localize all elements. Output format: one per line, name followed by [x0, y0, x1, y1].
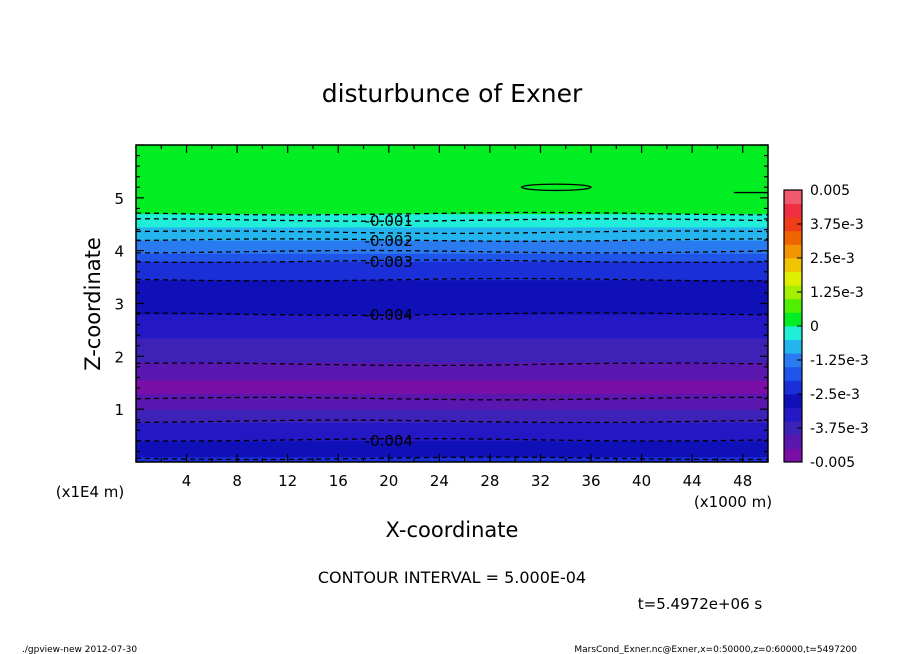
colorbar-segment	[784, 312, 802, 327]
contour-line	[135, 238, 768, 242]
colorbar-segment	[784, 271, 802, 286]
y-tick-label: 5	[114, 190, 124, 208]
contour-band	[136, 422, 768, 442]
contour-line	[135, 312, 769, 316]
contour-line	[136, 249, 769, 254]
colorbar-segment	[784, 366, 802, 381]
colorbar-segment	[784, 217, 802, 232]
x-tick-label: 48	[733, 472, 752, 490]
colorbar-segment	[784, 285, 802, 300]
colorbar-tick-label: -0.005	[810, 455, 855, 471]
contour-interval-text: CONTOUR INTERVAL = 5.000E-04	[318, 568, 586, 587]
y-axis-unit-label: (x1E4 m)	[56, 483, 125, 501]
colorbar-segment	[784, 421, 802, 436]
colorbar-tick-label: 2.5e-3	[810, 251, 855, 267]
colorbar-segment	[784, 353, 802, 368]
contour-lines: -0.004 -0.004 -0.003 -0.002 -0.001	[135, 183, 769, 461]
y-axis-label: Z-coordinate	[81, 237, 105, 371]
colorbar-segment	[784, 230, 802, 245]
x-tick-label: 20	[379, 472, 398, 490]
colorbar-segment	[784, 203, 802, 218]
colorbar-segment	[784, 258, 802, 272]
x-tick-label: 8	[232, 472, 242, 490]
contour-band	[136, 279, 768, 315]
contour-line	[136, 218, 769, 222]
contour-label: -0.001	[365, 212, 413, 230]
colorbar-tick-label: 1.25e-3	[810, 285, 864, 301]
contour-band	[136, 409, 768, 423]
contour-line	[135, 419, 769, 424]
y-tick-label: 4	[114, 243, 124, 261]
colorbar-segment	[784, 394, 802, 408]
colorbar-tick-label: 0	[810, 319, 819, 335]
x-tick-label: 44	[683, 472, 702, 490]
colorbar-segment	[784, 380, 802, 395]
x-tick-label: 4	[182, 472, 192, 490]
contour-label: -0.004	[365, 306, 413, 324]
colorbar-tick-label: -2.5e-3	[810, 387, 860, 403]
x-tick-label: 28	[480, 472, 499, 490]
contour-label: -0.002	[365, 232, 413, 250]
contour-band	[136, 240, 768, 254]
contour-band	[136, 380, 768, 394]
x-tick-label: 16	[329, 472, 348, 490]
colorbar-segment	[784, 326, 802, 340]
y-tick-label: 1	[114, 401, 124, 419]
colorbar-segment	[784, 448, 802, 463]
colorbar-segment	[784, 190, 802, 204]
colorbar-segment	[784, 244, 802, 259]
contour-band	[136, 145, 768, 215]
contour-line	[135, 259, 769, 264]
x-tick-label: 40	[632, 472, 651, 490]
colorbar-tick-label: -1.25e-3	[810, 353, 869, 369]
colorbar-segment	[784, 339, 802, 354]
contour-label: -0.004	[365, 432, 413, 450]
footer-right: MarsCond_Exner.nc@Exner,x=0:50000,z=0:60…	[574, 645, 857, 654]
contour-band	[136, 337, 768, 363]
colorbar-tick-label: 0.005	[810, 183, 850, 199]
contour-band	[136, 456, 768, 463]
contour-band	[136, 314, 768, 339]
contour-line	[135, 396, 769, 401]
x-tick-label: 24	[430, 472, 449, 490]
x-tick-label: 12	[278, 472, 297, 490]
y-tick-label: 3	[114, 296, 124, 314]
x-axis-unit-label: (x1000 m)	[694, 493, 772, 511]
plot-area	[136, 145, 768, 463]
contour-line	[135, 230, 769, 235]
x-tick-label: 32	[531, 472, 550, 490]
zero-contour	[520, 183, 592, 192]
contour-label: -0.003	[365, 253, 413, 271]
colorbar-tick-label: -3.75e-3	[810, 421, 869, 437]
footer-left: ./gpview-new 2012-07-30	[22, 645, 137, 654]
contour-band	[136, 440, 768, 458]
x-axis-label: X-coordinate	[386, 518, 519, 542]
contour-line	[135, 211, 768, 216]
contour-line	[135, 456, 768, 461]
colorbar-tick-label: 3.75e-3	[810, 217, 864, 233]
contour-line	[135, 362, 769, 367]
colorbar-segment	[784, 298, 802, 313]
contour-band	[136, 253, 768, 262]
contour-band	[136, 393, 768, 410]
contour-line	[135, 277, 768, 282]
time-text: t=5.4972e+06 s	[638, 595, 763, 613]
y-tick-label: 2	[114, 348, 124, 366]
contour-line	[135, 437, 769, 442]
colorbar: -0.005 -3.75e-3 -2.5e-3 -1.25e-3 0 1.25e-3 2.5…	[783, 183, 869, 471]
x-tick-label: 36	[581, 472, 600, 490]
colorbar-segment	[784, 407, 802, 422]
contour-band	[136, 261, 768, 281]
colorbar-segment	[784, 434, 802, 449]
chart-title: disturbunce of Exner	[322, 79, 583, 108]
contour-band	[136, 361, 768, 381]
